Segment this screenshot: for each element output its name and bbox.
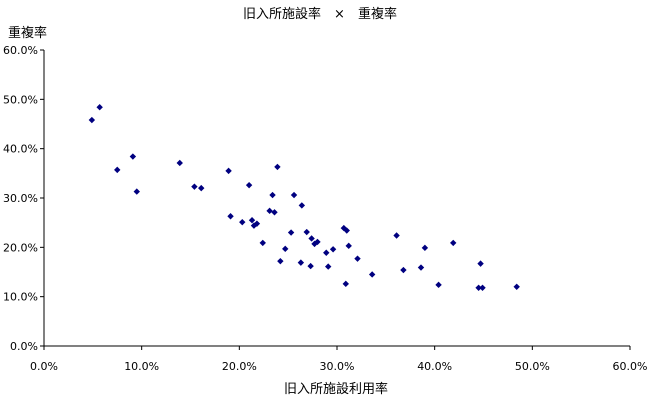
data-point — [354, 255, 361, 262]
data-point — [225, 167, 232, 175]
chart-title: 旧入所施設率 × 重複率 — [243, 6, 397, 22]
data-point — [287, 229, 295, 236]
data-point — [297, 259, 305, 266]
data-point — [345, 242, 352, 250]
data-point — [114, 166, 121, 174]
data-point — [239, 218, 246, 226]
data-point — [400, 266, 407, 274]
data-point — [227, 213, 234, 220]
data-point — [308, 235, 315, 242]
data-point — [323, 249, 330, 256]
data-point — [274, 163, 281, 171]
data-point — [314, 238, 321, 246]
data-point — [290, 191, 298, 199]
x-tick-label: 30.0% — [320, 360, 355, 373]
data-point — [248, 217, 256, 224]
data-point — [198, 184, 205, 192]
data-point — [368, 271, 376, 278]
y-tick-label: 0.0% — [10, 340, 38, 353]
y-tick-label: 10.0% — [3, 291, 38, 304]
data-point — [253, 220, 261, 227]
x-tick-label: 0.0% — [30, 360, 58, 373]
data-point — [393, 232, 400, 239]
data-point — [191, 183, 198, 190]
data-point — [245, 181, 253, 189]
data-point — [259, 239, 266, 247]
tick-labels: 0.0% 10.0% 20.0% 30.0% 40.0% 50.0% 60.0% 0.0% 10… — [3, 44, 647, 373]
data-point — [88, 116, 96, 124]
data-point — [417, 264, 425, 271]
x-tick-label: 20.0% — [222, 360, 257, 373]
x-tick-label: 50.0% — [515, 360, 550, 373]
data-point — [475, 284, 482, 291]
x-tick-label: 60.0% — [613, 360, 648, 373]
data-point — [133, 188, 140, 195]
data-point — [307, 262, 314, 270]
data-point — [477, 260, 484, 267]
axes — [40, 49, 631, 350]
data-point — [329, 246, 337, 253]
y-axis-label: 重複率 — [8, 25, 47, 41]
y-tick-label: 60.0% — [3, 44, 38, 57]
data-point — [129, 153, 137, 160]
data-points — [88, 104, 520, 291]
data-point — [435, 281, 442, 289]
y-tick-label: 30.0% — [3, 192, 38, 205]
x-axis-label: 旧入所施設利用率 — [284, 381, 388, 397]
x-tick-label: 40.0% — [417, 360, 452, 373]
data-point — [343, 227, 350, 234]
data-point — [450, 239, 457, 247]
y-tick-label: 20.0% — [3, 241, 38, 254]
data-point — [266, 207, 273, 215]
data-point — [325, 263, 332, 270]
data-point — [421, 244, 429, 252]
data-point — [96, 104, 103, 111]
data-point — [513, 283, 520, 290]
y-tick-label: 40.0% — [3, 143, 38, 156]
data-point — [298, 202, 306, 209]
data-point — [277, 257, 284, 265]
y-tick-label: 50.0% — [3, 93, 38, 106]
x-tick-label: 10.0% — [124, 360, 159, 373]
data-point — [303, 228, 310, 236]
data-point — [342, 280, 349, 288]
data-point — [269, 191, 276, 199]
data-point — [176, 159, 183, 167]
data-point — [271, 209, 278, 216]
data-point — [479, 284, 486, 291]
data-point — [282, 245, 289, 253]
